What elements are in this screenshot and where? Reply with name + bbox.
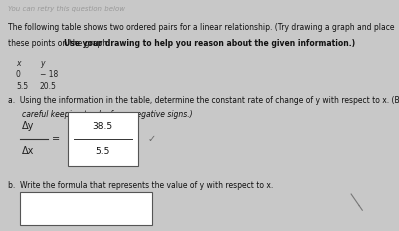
Text: You can retry this question below: You can retry this question below xyxy=(8,6,125,12)
Text: Use your drawing to help you reason about the given information.): Use your drawing to help you reason abou… xyxy=(64,39,355,48)
FancyBboxPatch shape xyxy=(68,112,138,166)
FancyBboxPatch shape xyxy=(20,192,152,225)
Text: 5.5: 5.5 xyxy=(95,147,110,156)
Text: a.  Using the information in the table, determine the constant rate of change of: a. Using the information in the table, d… xyxy=(8,96,399,105)
Text: x: x xyxy=(16,59,20,68)
Text: ✓: ✓ xyxy=(148,134,156,144)
Text: Δy: Δy xyxy=(22,121,34,131)
Text: y: y xyxy=(40,59,44,68)
Text: 0: 0 xyxy=(16,70,21,79)
Text: 20.5: 20.5 xyxy=(40,82,57,91)
Text: 5.5: 5.5 xyxy=(16,82,28,91)
Text: b.  Write the formula that represents the value of y with respect to x.: b. Write the formula that represents the… xyxy=(8,181,273,190)
Text: Δx: Δx xyxy=(22,146,34,156)
Text: these points on the graph.: these points on the graph. xyxy=(8,39,112,48)
Text: =: = xyxy=(52,134,60,144)
Text: careful keeping track of any negative signs.): careful keeping track of any negative si… xyxy=(22,110,193,119)
Text: The following table shows two ordered pairs for a linear relationship. (Try draw: The following table shows two ordered pa… xyxy=(8,23,395,32)
Text: − 18: − 18 xyxy=(40,70,58,79)
Text: 38.5: 38.5 xyxy=(93,122,113,131)
